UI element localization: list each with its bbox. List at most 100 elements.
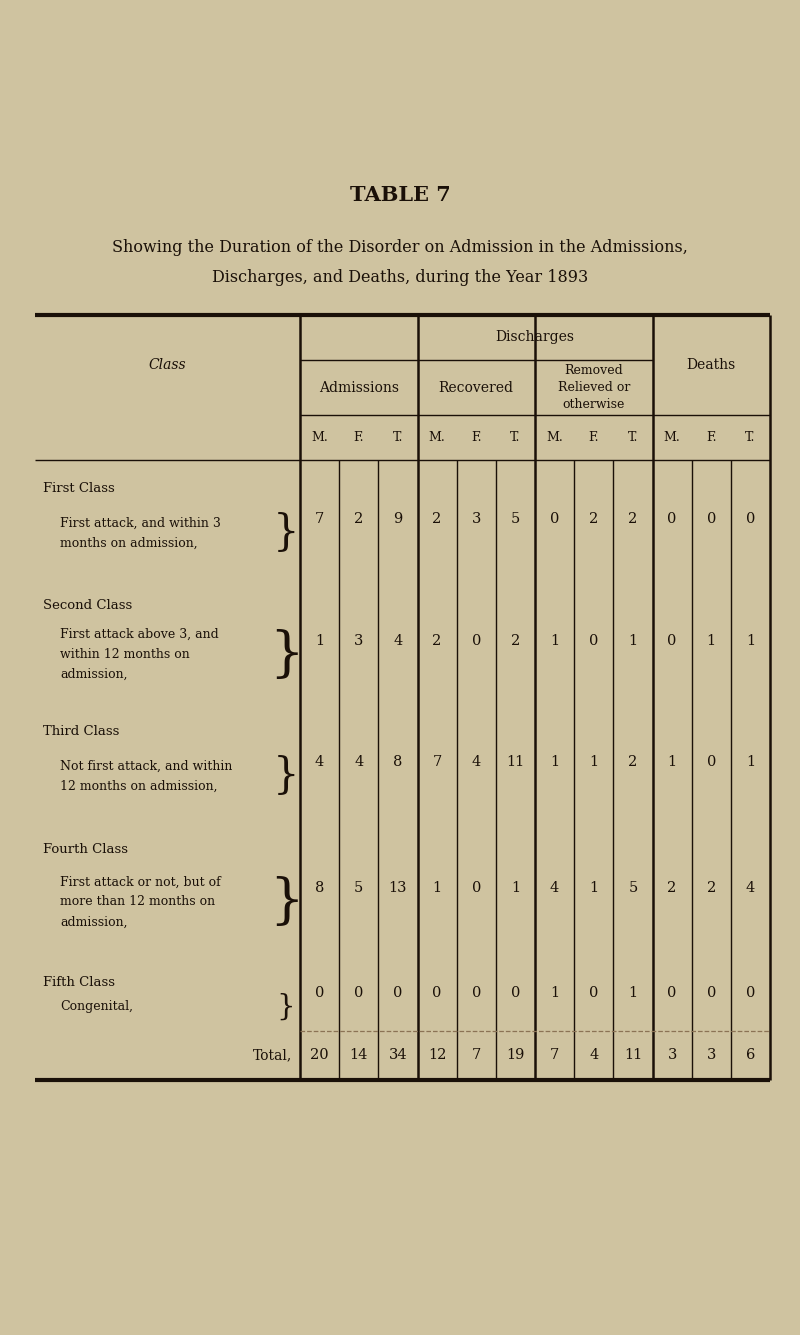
Text: 4: 4 [354,756,363,769]
Text: }: } [273,511,299,554]
Text: 1: 1 [315,634,324,647]
Text: 3: 3 [471,511,481,526]
Text: 4: 4 [746,881,755,894]
Text: 0: 0 [589,985,598,1000]
Text: }: } [269,629,303,681]
Text: F.: F. [354,431,364,445]
Text: 3: 3 [706,1048,716,1063]
Text: 0: 0 [706,985,716,1000]
Text: }: } [273,756,299,797]
Text: 1: 1 [550,985,559,1000]
Text: First attack or not, but of: First attack or not, but of [60,876,221,888]
Text: 6: 6 [746,1048,755,1063]
Text: 7: 7 [315,511,324,526]
Text: 8: 8 [394,756,402,769]
Text: M.: M. [429,431,446,445]
Text: 1: 1 [628,634,638,647]
Text: M.: M. [546,431,563,445]
Text: T.: T. [746,431,756,445]
Text: 0: 0 [746,985,755,1000]
Text: 12 months on admission,: 12 months on admission, [60,780,218,793]
Text: 0: 0 [510,985,520,1000]
Text: Admissions: Admissions [318,380,398,395]
Text: 1: 1 [667,756,677,769]
Text: 14: 14 [350,1048,368,1063]
Text: 1: 1 [550,756,559,769]
Text: TABLE 7: TABLE 7 [350,186,450,206]
Text: 0: 0 [315,985,324,1000]
Text: 1: 1 [628,985,638,1000]
Text: First attack above 3, and: First attack above 3, and [60,629,218,641]
Text: 0: 0 [471,985,481,1000]
Text: Removed
Relieved or
otherwise: Removed Relieved or otherwise [558,364,630,411]
Text: 0: 0 [471,634,481,647]
Text: Fifth Class: Fifth Class [43,976,115,989]
Text: Recovered: Recovered [438,380,514,395]
Text: 2: 2 [433,511,442,526]
Text: Third Class: Third Class [43,725,119,738]
Text: 11: 11 [506,756,525,769]
Text: 4: 4 [589,1048,598,1063]
Text: T.: T. [628,431,638,445]
Text: Total,: Total, [253,1048,292,1063]
Text: 0: 0 [432,985,442,1000]
Text: 5: 5 [354,881,363,894]
Text: 9: 9 [394,511,402,526]
Text: Class: Class [149,358,186,372]
Text: 0: 0 [667,511,677,526]
Text: 2: 2 [510,634,520,647]
Text: First Class: First Class [43,482,114,494]
Text: Discharges: Discharges [495,331,574,344]
Text: T.: T. [510,431,521,445]
Text: 1: 1 [706,634,716,647]
Text: Showing the Duration of the Disorder on Admission in the Admissions,: Showing the Duration of the Disorder on … [112,239,688,256]
Text: 2: 2 [667,881,677,894]
Text: 1: 1 [589,756,598,769]
Text: 0: 0 [667,634,677,647]
Text: 2: 2 [589,511,598,526]
Text: 13: 13 [389,881,407,894]
Text: 3: 3 [354,634,363,647]
Text: months on admission,: months on admission, [60,537,198,550]
Text: 0: 0 [550,511,559,526]
Text: Discharges, and Deaths, during the Year 1893: Discharges, and Deaths, during the Year … [212,270,588,287]
Text: 0: 0 [706,756,716,769]
Text: admission,: admission, [60,669,127,681]
Text: 1: 1 [746,756,755,769]
Text: F.: F. [706,431,717,445]
Text: 7: 7 [433,756,442,769]
Text: 1: 1 [433,881,442,894]
Text: more than 12 months on: more than 12 months on [60,896,215,908]
Text: 1: 1 [511,881,520,894]
Text: T.: T. [393,431,403,445]
Text: 0: 0 [706,511,716,526]
Text: Deaths: Deaths [686,358,736,372]
Text: 0: 0 [667,985,677,1000]
Text: admission,: admission, [60,916,127,928]
Text: 4: 4 [472,756,481,769]
Text: 1: 1 [589,881,598,894]
Text: M.: M. [311,431,328,445]
Text: 8: 8 [315,881,324,894]
Text: 4: 4 [315,756,324,769]
Text: 34: 34 [389,1048,407,1063]
Text: 0: 0 [394,985,402,1000]
Text: 19: 19 [506,1048,525,1063]
Text: Not first attack, and within: Not first attack, and within [60,760,232,773]
Text: Congenital,: Congenital, [60,1000,133,1013]
Text: 4: 4 [550,881,559,894]
Text: 0: 0 [471,881,481,894]
Text: Fourth Class: Fourth Class [43,842,128,856]
Text: 0: 0 [746,511,755,526]
Text: 1: 1 [550,634,559,647]
Text: }: } [277,992,295,1020]
Text: F.: F. [471,431,482,445]
Text: 0: 0 [589,634,598,647]
Text: }: } [269,876,303,928]
Text: 12: 12 [428,1048,446,1063]
Text: Second Class: Second Class [43,599,132,613]
Text: 7: 7 [550,1048,559,1063]
Text: F.: F. [589,431,599,445]
Text: 5: 5 [510,511,520,526]
Text: 3: 3 [667,1048,677,1063]
